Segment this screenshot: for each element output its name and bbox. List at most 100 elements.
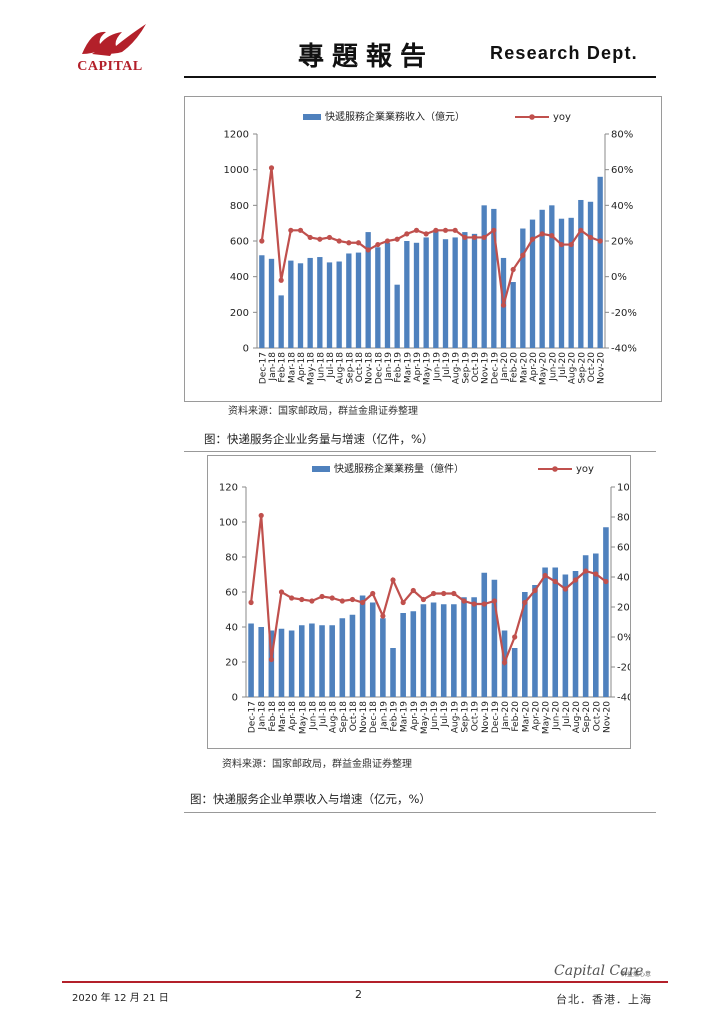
yoy-point [380, 613, 386, 619]
yoy-point [433, 227, 439, 233]
y-tick-label-left: 600 [230, 237, 249, 248]
footer-brand-sub: 群益攜心意 [621, 971, 652, 978]
x-tick-label: Sep-20 [582, 701, 592, 733]
y-tick-label-right: 20% [617, 603, 630, 614]
bar [404, 241, 410, 348]
x-tick-label: Sep-19 [460, 701, 470, 733]
y-tick-label-left: 0 [243, 344, 249, 355]
bar [278, 295, 284, 348]
bar [394, 284, 400, 348]
yoy-point [512, 634, 518, 640]
x-tick-label: Oct-18 [349, 701, 359, 732]
yoy-point [597, 238, 603, 244]
x-tick-label: Jul-20 [562, 701, 572, 728]
x-tick-label: Aug-19 [450, 701, 460, 734]
yoy-point [501, 659, 508, 666]
x-tick-label: Sep-18 [339, 701, 349, 733]
chart2-source: 资料来源：国家邮政局，群益金鼎证券整理 [222, 759, 412, 770]
x-tick-label: Jan-18 [268, 352, 278, 382]
yoy-point [568, 241, 574, 248]
y-tick-label-left: 400 [230, 272, 249, 283]
bar [442, 239, 449, 348]
bar [309, 623, 315, 697]
y-tick-label-left: 0 [232, 693, 238, 704]
yoy-point [400, 599, 406, 606]
bar [562, 574, 569, 697]
bar [542, 567, 548, 697]
bar [258, 627, 264, 697]
x-tick-label: Oct-20 [592, 701, 602, 732]
x-tick-label: May-19 [423, 352, 433, 385]
header-divider [184, 76, 656, 78]
bar [423, 237, 429, 348]
bar [400, 613, 406, 697]
yoy-point [578, 227, 584, 233]
yoy-point [603, 578, 609, 585]
x-tick-label: Mar-19 [400, 701, 410, 732]
y-tick-label-right: 0% [611, 272, 627, 283]
y-tick-label-right: -20% [617, 663, 630, 674]
yoy-point [259, 238, 265, 244]
capital-logo-icon [82, 24, 146, 56]
bar [510, 282, 516, 348]
yoy-point [583, 568, 589, 574]
bar [336, 261, 342, 348]
bar [297, 263, 304, 348]
x-tick-label: Dec-19 [491, 701, 501, 733]
x-tick-label: Jun-18 [316, 352, 326, 382]
bar [369, 602, 376, 697]
x-tick-label: Jul-18 [319, 701, 329, 728]
yoy-point [593, 571, 599, 577]
x-tick-label: Dec-18 [374, 352, 384, 384]
bar [268, 258, 275, 348]
x-tick-label: Jul-18 [326, 352, 336, 379]
yoy-point [317, 236, 323, 242]
x-tick-label: Aug-20 [568, 352, 578, 385]
yoy-point [390, 577, 396, 583]
bar [597, 176, 603, 348]
bar [288, 260, 294, 348]
bar [603, 527, 609, 697]
x-tick-label: Nov-20 [602, 701, 612, 733]
y-tick-label-right: 60% [611, 165, 633, 176]
bar [481, 572, 488, 697]
volume-chart: 0 20 40 60 80 100 120 -40% -20% 0% 20% 40% 60% 80% 100… [207, 455, 646, 749]
yoy-point [413, 227, 420, 233]
legend-bar-swatch [312, 466, 330, 472]
x-tick-label: Apr-20 [531, 701, 541, 731]
bar [572, 571, 579, 697]
revenue-chart: 0 200 400 600 800 1000 1200 -40% -20% 0% 20% 40% 60%… [184, 96, 662, 402]
x-tick-label: Jun-20 [548, 352, 558, 382]
legend-bar-label: 快遞服務企業業務收入（億元） [325, 110, 465, 123]
x-tick-label: Feb-20 [511, 701, 521, 732]
y-tick-label-left: 40 [225, 623, 238, 634]
y-tick-label-left: 60 [225, 588, 238, 599]
bar [529, 219, 536, 348]
bar [491, 579, 498, 697]
page-title: 專題報告 [298, 42, 435, 72]
bar [582, 555, 589, 697]
x-tick-label: Aug-18 [329, 701, 339, 734]
yoy-point [289, 595, 295, 601]
x-tick-label: May-19 [420, 701, 430, 734]
x-tick-label: Feb-18 [278, 352, 288, 383]
x-tick-label: Jan-18 [258, 701, 268, 731]
y-tick-label-left: 1000 [224, 165, 249, 176]
x-tick-label: Jun-19 [432, 352, 442, 382]
x-tick-label: Oct-20 [587, 352, 597, 383]
bar [471, 597, 477, 697]
yoy-point [355, 240, 362, 246]
bar [329, 625, 335, 697]
x-tick-label: Jun-19 [430, 701, 440, 731]
bar [346, 253, 352, 348]
y-tick-label-left: 20 [225, 658, 238, 669]
x-tick-label: May-18 [298, 701, 308, 734]
yoy-point [510, 266, 516, 273]
yoy-point [339, 598, 345, 604]
x-tick-label: Feb-19 [394, 352, 404, 383]
logo-text: CAPITAL [77, 59, 143, 74]
legend-line-marker [552, 466, 558, 472]
bar [380, 618, 386, 697]
chart2-caption: 图：快递服务企业单票收入与增速（亿元，%） [190, 792, 431, 806]
chart1-divider [184, 451, 656, 452]
